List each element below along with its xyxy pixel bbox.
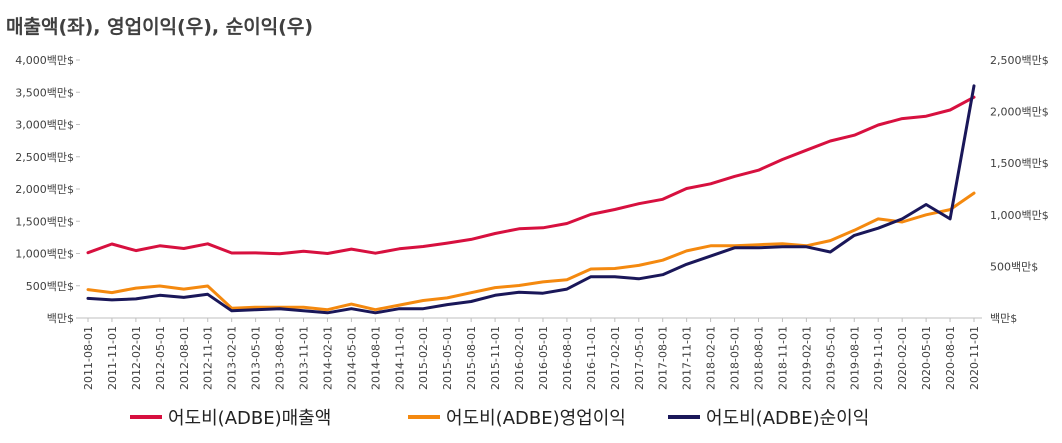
x-tick-label: 2019-05-01 [824, 326, 837, 390]
left-tick-label: 1,500백만$ [15, 215, 74, 228]
x-tick-label: 2014-11-01 [393, 326, 406, 390]
x-tick-label: 2020-08-01 [944, 326, 957, 390]
legend-swatch [668, 415, 700, 419]
legend-item-0: 어도비(ADBE)매출액 [130, 402, 331, 432]
x-axis: 2011-08-01 2011-11-01 2012-02-01 2012-05-01… [82, 318, 981, 390]
x-tick-label: 2013-02-01 [226, 326, 239, 390]
x-tick-label: 2012-11-01 [202, 326, 215, 390]
x-tick-label: 2016-08-01 [561, 326, 574, 390]
x-tick-label: 2020-02-01 [896, 326, 909, 390]
x-tick-label: 2016-11-01 [585, 326, 598, 390]
x-tick-label: 2018-02-01 [705, 326, 718, 390]
left-tick-label: 2,500백만$ [15, 151, 74, 164]
legend-label: 어도비(ADBE)순이익 [706, 408, 870, 429]
left-tick-label: 3,000백만$ [15, 119, 74, 132]
series-lines [86, 84, 976, 315]
x-tick-label: 2016-05-01 [537, 326, 550, 390]
x-tick-label: 2017-11-01 [681, 326, 694, 390]
left-tick-label: 2,000백만$ [15, 183, 74, 196]
x-tick-label: 2019-02-01 [800, 326, 813, 390]
x-tick-label: 2019-08-01 [848, 326, 861, 390]
legend-swatch [130, 415, 162, 419]
right-tick-label: 2,500백만$ [990, 54, 1049, 67]
legend: 어도비(ADBE)매출액 어도비(ADBE)영업이익 어도비(ADBE)순이익 [0, 402, 1062, 432]
x-tick-label: 2015-02-01 [417, 326, 430, 390]
x-tick-label: 2011-11-01 [106, 326, 119, 390]
x-tick-label: 2019-11-01 [872, 326, 885, 390]
left-tick-label: 3,500백만$ [15, 86, 74, 99]
x-tick-label: 2011-08-01 [82, 326, 95, 390]
right-tick-label: 백만$ [990, 312, 1017, 325]
x-tick-label: 2017-02-01 [609, 326, 622, 390]
x-tick-label: 2017-05-01 [633, 326, 646, 390]
x-tick-label: 2020-05-01 [920, 326, 933, 390]
x-tick-label: 2012-05-01 [154, 326, 167, 390]
x-tick-label: 2014-02-01 [321, 326, 334, 390]
legend-swatch [408, 415, 440, 419]
x-tick-label: 2012-02-01 [130, 326, 143, 390]
legend-item-1: 어도비(ADBE)영업이익 [408, 402, 626, 432]
legend-label: 어도비(ADBE)매출액 [168, 408, 332, 429]
chart-title: 매출액(좌), 영업이익(우), 순이익(우) [6, 16, 314, 38]
x-tick-label: 2020-11-01 [968, 326, 981, 390]
right-tick-label: 1,500백만$ [990, 157, 1049, 170]
x-tick-label: 2017-08-01 [657, 326, 670, 390]
left-axis: 백만$ 500백만$ 1,000백만$ 1,500백만$ 2,000백만$ 2,500백만… [15, 54, 80, 325]
x-tick-label: 2012-08-01 [178, 326, 191, 390]
right-tick-label: 1,000백만$ [990, 209, 1049, 222]
x-tick-label: 2014-05-01 [345, 326, 358, 390]
right-tick-label: 500백만$ [990, 260, 1038, 273]
left-tick-label: 500백만$ [26, 280, 74, 293]
series-line-1 [86, 191, 976, 312]
left-tick-label: 1,000백만$ [15, 248, 74, 261]
right-axis: 백만$ 500백만$ 1,000백만$ 1,500백만$ 2,000백만$ 2,500백만… [990, 54, 1049, 325]
x-tick-label: 2015-05-01 [441, 326, 454, 390]
line-chart: 백만$ 500백만$ 1,000백만$ 1,500백만$ 2,000백만$ 2,500백만… [15, 54, 1049, 390]
x-tick-label: 2018-08-01 [752, 326, 765, 390]
x-tick-label: 2013-08-01 [274, 326, 287, 390]
x-tick-label: 2015-08-01 [465, 326, 478, 390]
x-tick-label: 2013-11-01 [298, 326, 311, 390]
series-line-2 [86, 84, 976, 315]
left-tick-label: 4,000백만$ [15, 54, 74, 67]
x-tick-label: 2018-05-01 [729, 326, 742, 390]
x-tick-label: 2014-08-01 [369, 326, 382, 390]
right-tick-label: 2,000백만$ [990, 106, 1049, 119]
x-tick-label: 2018-11-01 [776, 326, 789, 390]
legend-item-2: 어도비(ADBE)순이익 [668, 402, 869, 432]
x-tick-label: 2015-11-01 [489, 326, 502, 390]
left-tick-label: 백만$ [47, 312, 74, 325]
x-tick-label: 2016-02-01 [513, 326, 526, 390]
series-line-0 [86, 95, 976, 256]
legend-label: 어도비(ADBE)영업이익 [446, 408, 626, 429]
x-tick-label: 2013-05-01 [250, 326, 263, 390]
